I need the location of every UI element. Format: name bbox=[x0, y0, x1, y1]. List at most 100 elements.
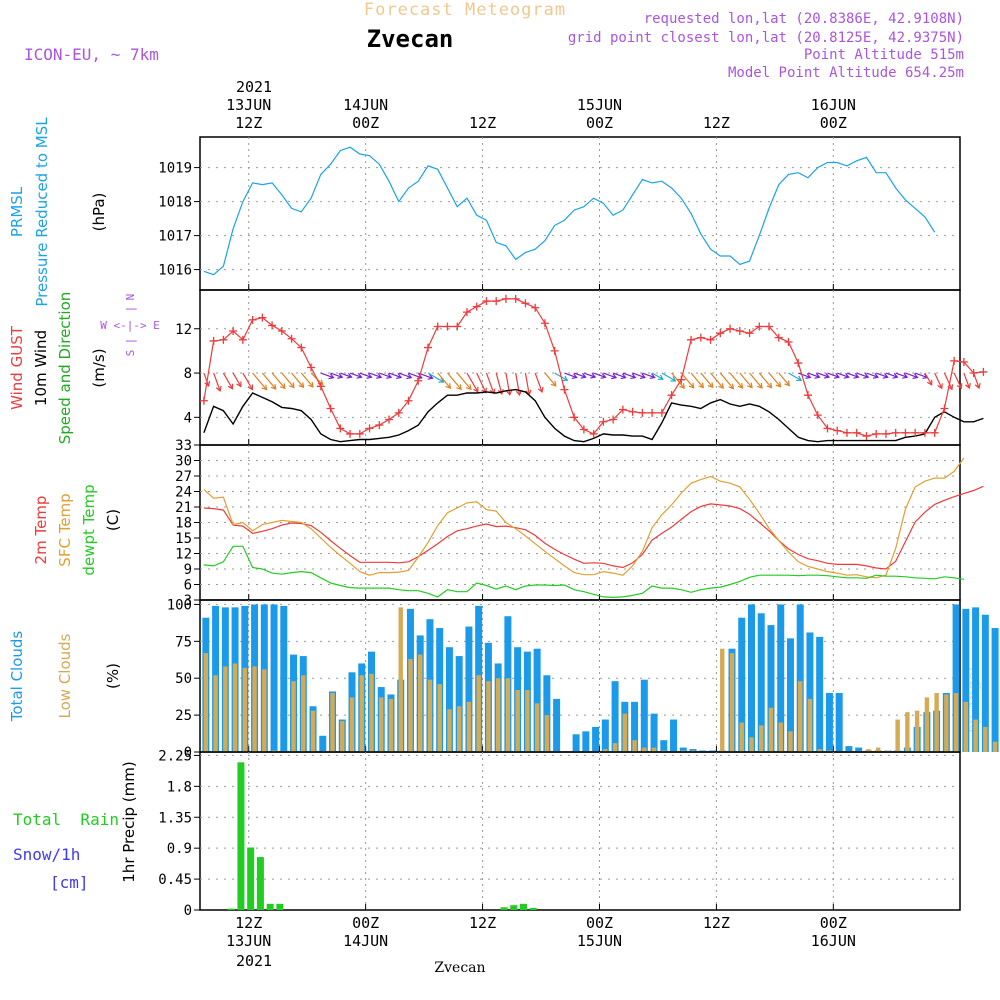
wind-direction-arrow bbox=[807, 372, 820, 378]
total-cloud-bar bbox=[553, 698, 561, 752]
wind-direction-arrow bbox=[719, 372, 734, 389]
wind-gust-marker bbox=[394, 408, 403, 417]
precipitation-frame bbox=[199, 751, 961, 911]
wind-arrow-head bbox=[833, 372, 841, 379]
low-cloud-bar bbox=[437, 684, 442, 752]
total-cloud-bar bbox=[972, 607, 980, 752]
wind-gust-marker bbox=[638, 408, 647, 417]
wind-gust-marker bbox=[628, 407, 637, 416]
precip-unit: 1hr Precip (mm) bbox=[120, 761, 138, 882]
wind-arrow-head bbox=[937, 383, 943, 390]
wind-arrow-head bbox=[288, 382, 295, 389]
total-cloud-bar bbox=[845, 746, 853, 752]
low-cloud-bar bbox=[291, 681, 296, 752]
wind-direction-arrow bbox=[203, 372, 210, 387]
top-time-label: 15JUN bbox=[577, 96, 622, 114]
low-cloud-bar bbox=[447, 709, 452, 752]
wind-gust-marker bbox=[881, 429, 890, 438]
total-cloud-bar bbox=[631, 701, 639, 752]
cloud-unit: (%) bbox=[104, 663, 122, 689]
wind-gust-marker bbox=[336, 424, 345, 433]
temp-line-2 bbox=[203, 545, 964, 599]
wind-gust-marker bbox=[804, 391, 812, 400]
wind-arrow-head bbox=[823, 372, 831, 379]
total-cloud-bar bbox=[319, 735, 327, 752]
wind-arrow-head bbox=[630, 373, 637, 380]
low-cloud-bar bbox=[223, 666, 228, 752]
bottom-time-label: 15JUN bbox=[577, 932, 622, 950]
wind-arrow-head bbox=[562, 375, 569, 382]
wind-gust-marker bbox=[589, 429, 598, 438]
wind-arrow-head bbox=[737, 382, 744, 389]
rain-bar bbox=[227, 908, 235, 910]
wind-arrow-head bbox=[465, 384, 472, 391]
low-cloud-bar bbox=[388, 698, 394, 752]
wind-gust-marker bbox=[979, 367, 988, 376]
pressure-ytick-label: 1019 bbox=[158, 161, 192, 177]
wind-gust-marker bbox=[579, 425, 588, 434]
top-time-label: 12Z bbox=[703, 114, 730, 132]
low-cloud-bar bbox=[729, 653, 735, 752]
wind-arrow-head bbox=[204, 380, 211, 388]
pressure-unit: (hPa) bbox=[90, 193, 108, 232]
wind-gust-marker bbox=[550, 346, 559, 355]
wind-gust-marker bbox=[560, 385, 569, 394]
wind-direction-arrow bbox=[564, 372, 577, 379]
wind-arrow-head bbox=[550, 380, 557, 387]
info-line-2: grid point closest lon,lat (20.8125E, 42… bbox=[568, 30, 964, 46]
wind-direction-arrow bbox=[837, 372, 849, 378]
wind-arrow-head bbox=[571, 373, 578, 380]
total-cloud-bar bbox=[650, 713, 658, 752]
low-cloud-bar bbox=[213, 675, 218, 752]
wind-direction-arrow bbox=[856, 372, 869, 378]
wind-direction-arrow bbox=[369, 372, 382, 378]
info-line-1: requested lon,lat (20.8386E, 42.9108N) bbox=[644, 11, 964, 27]
compass-n: N bbox=[124, 294, 137, 301]
total-cloud-bar bbox=[738, 617, 746, 752]
top-time-label: 14JUN bbox=[343, 96, 388, 114]
wind-direction-arrow bbox=[456, 372, 472, 390]
wind-direction-arrow bbox=[281, 372, 295, 388]
wind-gust-marker bbox=[297, 343, 306, 352]
top-time-label: 12Z bbox=[235, 114, 262, 132]
wind-gust-marker bbox=[687, 335, 696, 344]
plot-layer: 1016101710181019481236912151821242730330… bbox=[158, 96, 999, 950]
temperature-ytick-label: 27 bbox=[175, 469, 192, 485]
wind-arrow-head bbox=[775, 381, 782, 388]
wind-gust-marker bbox=[930, 428, 939, 437]
wind-arrow-head bbox=[814, 372, 821, 379]
total-cloud-bar bbox=[465, 626, 473, 752]
total-cloud-bar bbox=[679, 747, 687, 752]
wind-gust-marker bbox=[570, 413, 579, 422]
clouds-ytick-label: 50 bbox=[175, 671, 192, 687]
wind-gust-marker bbox=[872, 429, 881, 438]
total-cloud-bar bbox=[835, 692, 843, 752]
rain-bar bbox=[247, 847, 255, 910]
wind-arrow-head bbox=[506, 389, 513, 396]
wind-arrow-head bbox=[670, 376, 677, 382]
wind-direction-arrow bbox=[690, 372, 704, 388]
wind-arrow-head bbox=[580, 372, 587, 379]
wind-gust-marker bbox=[618, 405, 627, 414]
total-cloud-bar bbox=[455, 656, 463, 752]
wind-gust-marker bbox=[424, 343, 432, 352]
precipitation-ytick-label: 0 bbox=[184, 903, 192, 919]
low-cloud-bar bbox=[720, 648, 725, 752]
wind-gust-marker bbox=[774, 333, 783, 342]
temperature-ytick-label: 9 bbox=[184, 562, 192, 578]
low-cloud-bar bbox=[301, 675, 306, 752]
wind-direction-arrow bbox=[232, 372, 242, 387]
wind-arrow-head bbox=[965, 382, 971, 390]
wind-gust-marker bbox=[950, 356, 959, 365]
wind-gust-marker bbox=[726, 324, 735, 333]
low-cloud-bar bbox=[418, 654, 423, 752]
footer-station: Zvecan bbox=[434, 960, 485, 976]
wind-gust-marker bbox=[316, 382, 325, 391]
wind-gust-marker bbox=[755, 322, 764, 331]
wind-gust-marker bbox=[511, 294, 520, 303]
wind-direction-arrow bbox=[583, 372, 596, 378]
wind-arrow-head bbox=[515, 390, 522, 397]
low-cloud-bar bbox=[934, 692, 939, 752]
pressure-label-2: Pressure Reduced to MSL bbox=[33, 117, 51, 307]
precipitation-ytick-label: 2.25 bbox=[158, 748, 192, 764]
